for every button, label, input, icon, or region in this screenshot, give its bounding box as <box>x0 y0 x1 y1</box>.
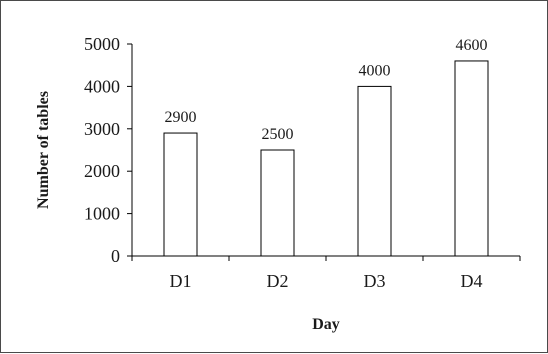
y-tick-label-0: 0 <box>111 246 120 266</box>
y-tick-label-2: 2000 <box>84 161 120 181</box>
y-tick-label-5: 5000 <box>84 34 120 54</box>
data-label-2: 4000 <box>359 62 391 79</box>
data-label-1: 2500 <box>262 126 294 143</box>
data-label-0: 2900 <box>165 109 197 126</box>
bar-d4 <box>454 60 489 257</box>
y-tick-label-3: 3000 <box>84 119 120 139</box>
data-label-3: 4600 <box>456 37 488 54</box>
bar-d3 <box>357 85 392 257</box>
plot-area: 0 1000 2000 3000 4000 5000 2900 D1 2500 D2 4000 D3 4… <box>84 34 521 291</box>
x-tick-label-3: D4 <box>461 271 483 291</box>
bar-d1 <box>163 132 198 257</box>
x-axis-title: Day <box>312 316 340 333</box>
x-tick-label-2: D3 <box>364 271 386 291</box>
x-tick-label-1: D2 <box>267 271 289 291</box>
bar-d2 <box>260 149 295 257</box>
y-tick-label-4: 4000 <box>84 76 120 96</box>
x-tick-label-0: D1 <box>170 271 192 291</box>
y-tick-label-1: 1000 <box>84 204 120 224</box>
y-axis-title: Number of tables <box>35 91 52 209</box>
